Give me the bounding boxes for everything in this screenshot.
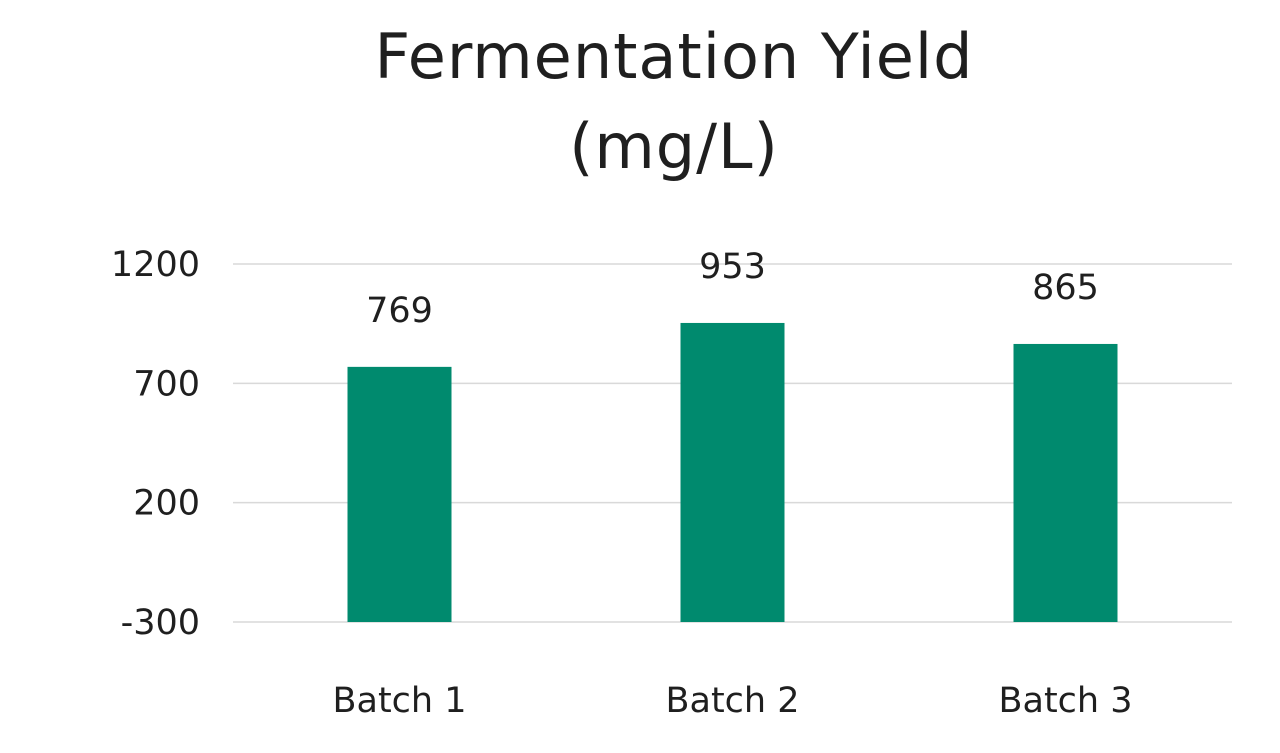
y-tick-label-1: 200 — [133, 484, 200, 524]
chart-title: Fermentation Yield (mg/L) — [0, 12, 1280, 192]
x-tick-label-3: Batch 3 — [998, 681, 1132, 721]
data-label-2: 953 — [699, 247, 766, 287]
data-label-1: 769 — [366, 291, 433, 331]
y-tick-label-2: 700 — [133, 364, 200, 404]
bar-3 — [1013, 343, 1118, 622]
x-tick-label-2: Batch 2 — [665, 681, 799, 721]
data-label-3: 865 — [1032, 268, 1099, 308]
y-tick-label-0: -300 — [121, 603, 200, 643]
x-tick-label-1: Batch 1 — [332, 681, 466, 721]
y-tick-label-3: 1200 — [111, 245, 200, 285]
chart-title-line-1: Fermentation Yield — [374, 20, 974, 93]
chart-title-line-2: (mg/L) — [569, 110, 779, 183]
bar-2 — [680, 322, 785, 622]
bar-1 — [347, 366, 452, 622]
